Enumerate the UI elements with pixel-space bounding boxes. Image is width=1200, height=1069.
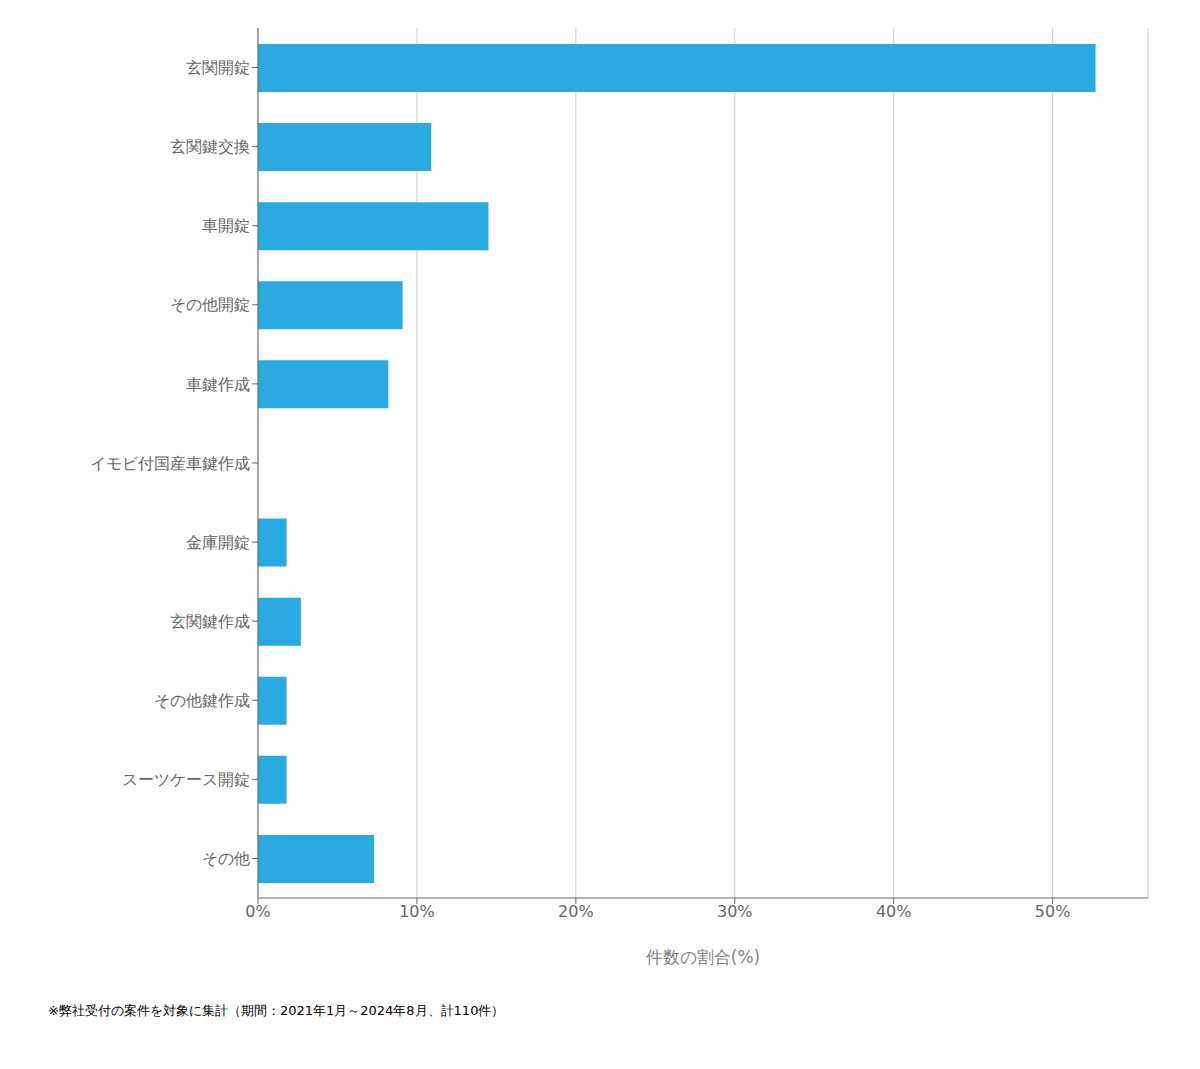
html-text:※弊社受付の案件を対象に集計（期間：2021年1月～2024: ※弊社受付の案件を対象に集計（期間：2021年1月～2024年8月、計110件） — [48, 1003, 505, 1018]
svg-text:40%: 40% — [876, 902, 912, 921]
svg-text:50%: 50% — [1035, 902, 1071, 921]
svg-text:その他開錠: その他開錠 — [170, 295, 250, 314]
svg-text:その他鍵作成: その他鍵作成 — [154, 691, 250, 710]
svg-text:スーツケース開錠: スーツケース開錠 — [122, 770, 250, 789]
svg-text:30%: 30% — [717, 902, 753, 921]
svg-text:玄関開錠: 玄関開錠 — [186, 58, 250, 77]
svg-text:イモビ付国産車鍵作成: イモビ付国産車鍵作成 — [90, 454, 250, 473]
svg-text:0%: 0% — [245, 902, 270, 921]
svg-text:件数の割合(%): 件数の割合(%) — [646, 947, 760, 967]
svg-text:車鍵作成: 車鍵作成 — [186, 375, 250, 394]
svg-text:玄関鍵交換: 玄関鍵交換 — [170, 137, 250, 156]
svg-text:金庫開錠: 金庫開錠 — [186, 533, 250, 552]
svg-text:玄関鍵作成: 玄関鍵作成 — [170, 612, 250, 631]
svg-text:10%: 10% — [399, 902, 435, 921]
svg-text:20%: 20% — [558, 902, 594, 921]
svg-text:その他: その他 — [202, 849, 250, 868]
svg-text:車開錠: 車開錠 — [202, 216, 250, 235]
